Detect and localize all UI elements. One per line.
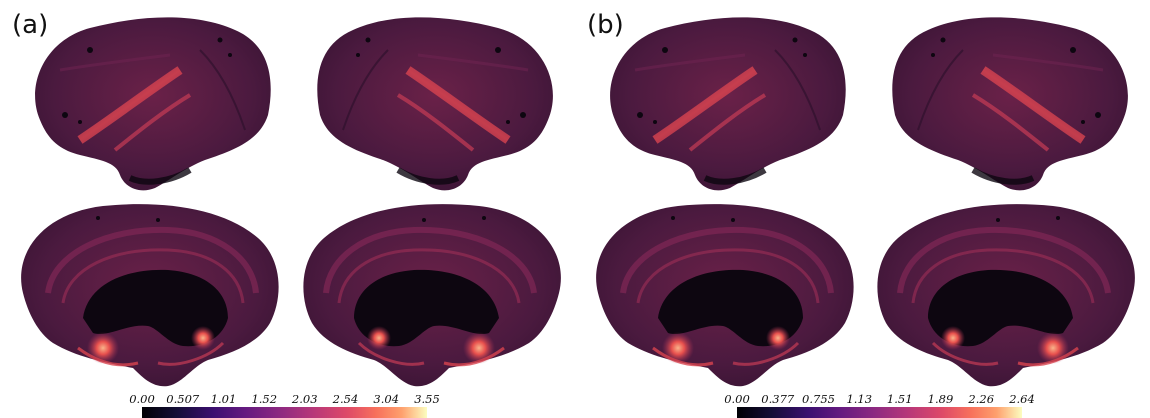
panel-label-b: (b)	[587, 10, 624, 40]
colorbar-a-tick: 3.04	[373, 392, 400, 406]
colorbar-b-ticks: 0.00 0.377 0.755 1.13 1.51 1.89 2.26 2.6…	[724, 392, 1035, 406]
colorbar-b-tick: 1.89	[927, 392, 954, 406]
colorbar-a	[142, 407, 427, 418]
colorbar-a-tick: 2.03	[291, 392, 318, 406]
panel-a-lateral-left	[20, 10, 288, 200]
panel-a-lateral-right	[300, 10, 568, 200]
colorbar-b-tick: 0.00	[724, 392, 750, 406]
colorbar-b-tick: 2.64	[1009, 392, 1035, 406]
colorbar-b	[737, 407, 1022, 418]
colorbar-b-tick: 1.51	[886, 392, 913, 406]
colorbar-b-tick: 2.26	[968, 392, 995, 406]
panel-b-lateral-right	[875, 10, 1143, 200]
panel-a-medial-left	[8, 198, 290, 388]
panel-b-medial-right	[866, 198, 1148, 388]
colorbar-b-tick: 1.13	[846, 392, 873, 406]
panel-label-a: (a)	[12, 10, 49, 40]
colorbar-a-tick: 0.00	[129, 392, 155, 406]
colorbar-b-tick: 0.377	[761, 392, 795, 406]
colorbar-a-tick: 1.01	[210, 392, 237, 406]
panel-a-medial-right	[292, 198, 574, 388]
colorbar-a-tick: 3.55	[414, 392, 440, 406]
colorbar-b-tick: 0.755	[802, 392, 835, 406]
panel-b-medial-left	[583, 198, 865, 388]
colorbar-a-tick: 1.52	[251, 392, 278, 406]
colorbar-a-tick: 2.54	[332, 392, 359, 406]
colorbar-a-tick: 0.507	[166, 392, 200, 406]
colorbar-a-ticks: 0.00 0.507 1.01 1.52 2.03 2.54 3.04 3.55	[129, 392, 440, 406]
panel-b-lateral-left	[595, 10, 863, 200]
